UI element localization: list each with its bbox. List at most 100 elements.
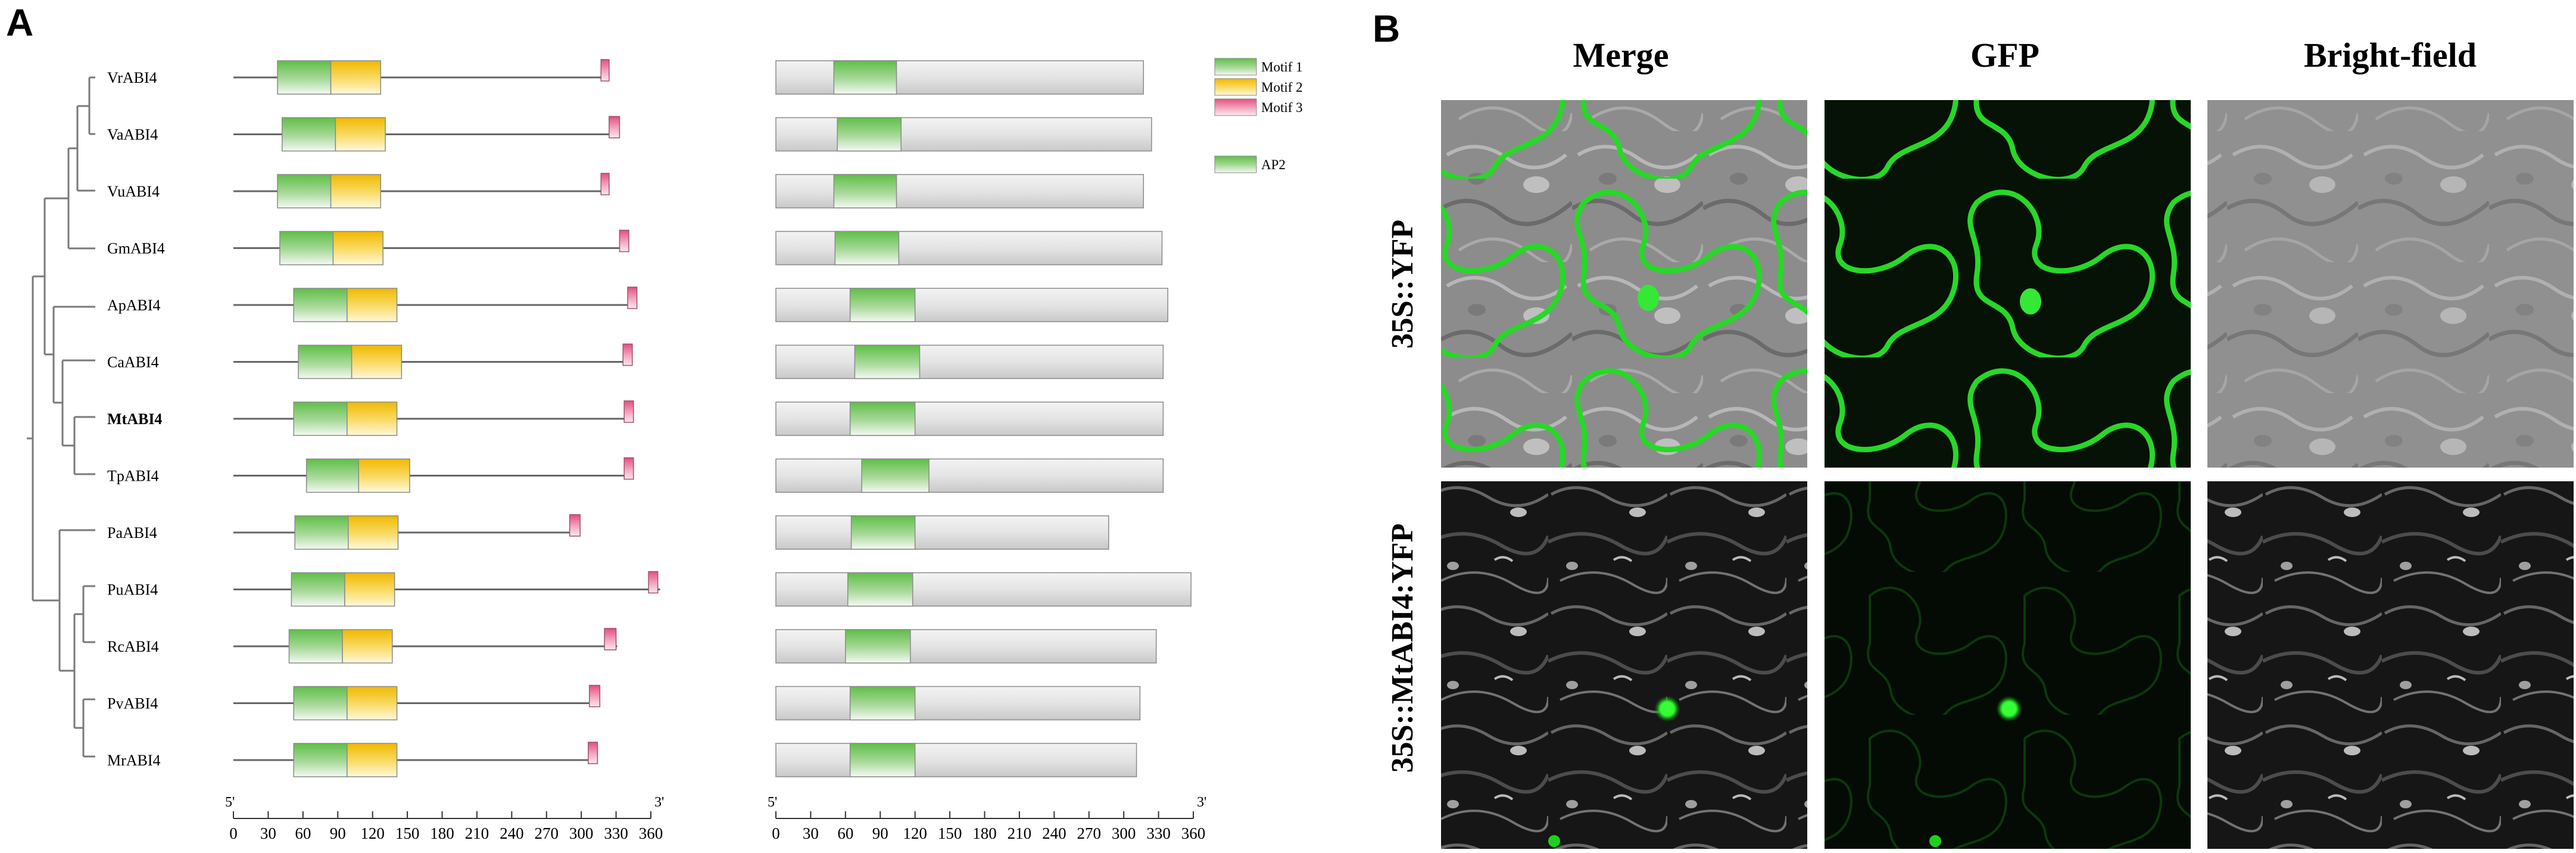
- column-header-gfp: GFP: [1970, 36, 2039, 74]
- motif-1-box: [282, 117, 336, 152]
- ap2-domain-box: [854, 344, 921, 379]
- motif-1-swatch: [1214, 58, 1257, 76]
- motif-1-box: [293, 401, 348, 436]
- micrograph-yfp-merge: [1441, 100, 1807, 468]
- axis-tick-label: 120: [360, 824, 385, 842]
- axis-end-label: 3': [1197, 795, 1206, 810]
- protein-bar: [775, 629, 1157, 664]
- motif-2-box: [358, 458, 410, 493]
- gene-name-label: RcABI4: [107, 638, 159, 655]
- axis-tick-label: 360: [1181, 824, 1206, 842]
- ap2-domain-box: [837, 117, 902, 152]
- motif-legend: Motif 1 Motif 2 Motif 3 AP2: [1214, 58, 1303, 173]
- motif-1-box: [279, 231, 334, 266]
- micrograph-yfp-bright-field: [2207, 100, 2574, 468]
- gene-name-label: VaABI4: [107, 126, 158, 144]
- motif-1-box: [293, 686, 348, 721]
- motif-1-box: [298, 344, 353, 379]
- ap2-domain-box: [850, 515, 916, 550]
- axis-tick-label: 90: [330, 824, 346, 842]
- motif-2-box: [330, 174, 382, 208]
- gene-name-label: TpABI4: [107, 468, 159, 485]
- motif-2-box: [342, 629, 393, 664]
- axis-tick-label: 240: [1042, 824, 1066, 842]
- motif-1-box: [305, 458, 360, 493]
- row-label-35s-yfp: 35S::YFP: [1386, 220, 1420, 349]
- gene-name-label: GmABI4: [107, 240, 165, 257]
- protein-bar: [775, 288, 1168, 322]
- motif-1-box: [277, 174, 332, 208]
- motif-2-box: [330, 60, 382, 95]
- column-header-merge: Merge: [1573, 36, 1669, 74]
- axis-end-label: 3': [654, 795, 664, 810]
- gene-structure-rows: VrABI4 VaABI4 VuABI4 GmABI4 ApABI4 CaABI4 MtAB…: [107, 59, 660, 777]
- protein-axis: 0 30 60 90 120 150 180 210 240 270 300 330 360 5' 3': [768, 795, 1206, 842]
- motif-1-box: [291, 572, 345, 607]
- axis-tick-label: 210: [465, 824, 489, 842]
- micrograph-mtabi4-merge: [1441, 481, 1807, 849]
- ap2-domain-box: [849, 401, 916, 436]
- protein-bar: [775, 401, 1164, 436]
- axis-tick-label: 60: [295, 824, 311, 842]
- ap2-domain-box: [834, 231, 900, 266]
- axis-start-label: 5': [225, 795, 235, 810]
- axis-tick-label: 90: [872, 824, 888, 842]
- motif-2-label: Motif 2: [1261, 80, 1303, 95]
- gene-name-label: MtABI4: [107, 410, 162, 428]
- axis-tick-label: 210: [1008, 824, 1032, 842]
- axis-tick-label: 270: [535, 824, 559, 842]
- motif-3-box: [623, 400, 634, 423]
- motif-1-box: [293, 288, 348, 322]
- micrograph-mtabi4-bright-field: [2207, 481, 2574, 849]
- motif-2-swatch: [1214, 78, 1257, 96]
- protein-structure-rows: [775, 60, 1192, 777]
- gene-name-label: VrABI4: [107, 69, 157, 86]
- ap2-domain-box: [849, 288, 916, 322]
- axis-tick-label: 120: [903, 824, 927, 842]
- ap2-domain-box: [833, 60, 897, 95]
- motif-3-box: [588, 742, 598, 764]
- protein-bar: [775, 117, 1152, 152]
- ap2-domain-box: [845, 629, 911, 664]
- motif-1-box: [294, 515, 349, 550]
- motif-3-box: [600, 173, 610, 195]
- protein-bar: [775, 458, 1164, 493]
- motif-3-box: [627, 287, 638, 309]
- motif-3-box: [622, 343, 633, 366]
- ap2-domain-box: [847, 572, 913, 607]
- motif-2-box: [347, 401, 398, 436]
- protein-bar: [775, 515, 1109, 550]
- axis-tick-label: 30: [260, 824, 276, 842]
- column-header-bright-field: Bright-field: [2304, 36, 2477, 74]
- protein-bar: [775, 686, 1141, 721]
- protein-bar: [775, 344, 1164, 379]
- axis-tick-label: 330: [1146, 824, 1171, 842]
- ap2-domain-box: [849, 743, 916, 777]
- axis-tick-label: 300: [1112, 824, 1136, 842]
- axis-tick-label: 300: [569, 824, 594, 842]
- motif-1-box: [293, 743, 348, 777]
- gene-name-label: PaABI4: [107, 524, 157, 541]
- gene-axis: 0 30 60 90 120 150 180 210 240 270 300 330 360 5' 3': [225, 795, 664, 842]
- motif-3-label: Motif 3: [1261, 100, 1303, 115]
- motif-3-box: [648, 571, 659, 594]
- motif-3-box: [604, 628, 617, 650]
- axis-tick-label: 0: [229, 824, 238, 842]
- motif-3-box: [569, 514, 581, 537]
- axis-tick-label: 330: [604, 824, 628, 842]
- protein-bar: [775, 743, 1137, 777]
- protein-bar: [775, 572, 1192, 607]
- phylogenetic-tree: [27, 76, 95, 758]
- motif-2-box: [347, 743, 398, 777]
- motif-3-box: [609, 116, 620, 139]
- gene-name-label: PvABI4: [107, 695, 158, 712]
- gene-name-label: CaABI4: [107, 354, 159, 371]
- motif-1-box: [277, 60, 332, 95]
- ap2-domain-box: [833, 174, 897, 208]
- axis-tick-label: 240: [500, 824, 524, 842]
- ap2-label: AP2: [1261, 157, 1286, 172]
- motif-3-box: [600, 59, 610, 82]
- motif-3-swatch: [1214, 98, 1257, 116]
- motif-3-box: [589, 684, 601, 708]
- motif-1-box: [288, 629, 343, 664]
